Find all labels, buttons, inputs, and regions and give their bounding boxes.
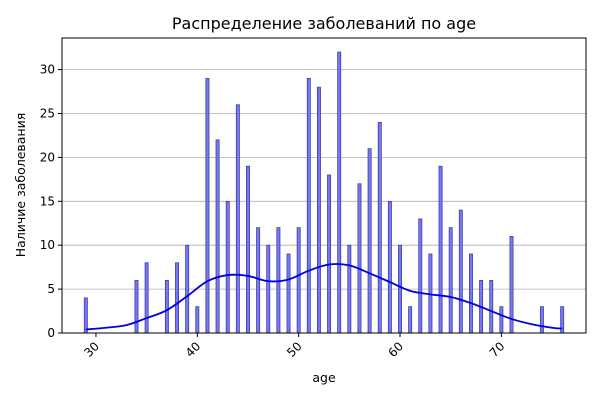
chart-title: Распределение заболеваний по age bbox=[172, 14, 476, 33]
bar bbox=[256, 227, 261, 334]
x-tick-label: 50 bbox=[284, 339, 305, 360]
bar bbox=[347, 244, 352, 334]
bar bbox=[195, 306, 200, 334]
bar bbox=[337, 51, 342, 334]
bar bbox=[164, 279, 169, 334]
bar bbox=[489, 279, 494, 334]
y-tick-label: 5 bbox=[47, 282, 55, 296]
bar bbox=[327, 174, 332, 334]
bar bbox=[144, 262, 149, 334]
bar bbox=[306, 78, 311, 334]
bar bbox=[246, 165, 250, 334]
bar bbox=[215, 139, 220, 334]
bar bbox=[398, 244, 402, 334]
y-tick-label: 30 bbox=[40, 63, 55, 77]
axis-ticks: 0 5 10 15 20 25 30 30 40 50 60 70 bbox=[40, 63, 508, 360]
bar bbox=[357, 183, 362, 334]
x-tick-label: 30 bbox=[81, 339, 102, 360]
bar bbox=[387, 200, 392, 334]
kde-curve bbox=[85, 263, 563, 331]
bar bbox=[185, 244, 190, 334]
bar bbox=[367, 148, 372, 334]
bar bbox=[418, 218, 423, 334]
bar bbox=[134, 279, 139, 334]
bar bbox=[408, 306, 413, 334]
y-axis-label: Наличие заболевания bbox=[13, 113, 28, 258]
y-tick-label: 25 bbox=[40, 107, 55, 121]
bar bbox=[316, 86, 321, 334]
y-tick-label: 15 bbox=[40, 194, 55, 208]
y-tick-label: 0 bbox=[47, 326, 55, 340]
x-axis-label: age bbox=[312, 370, 336, 385]
bar bbox=[225, 200, 230, 334]
bar bbox=[539, 306, 544, 334]
bar bbox=[469, 253, 473, 334]
bar bbox=[175, 262, 179, 334]
x-tick-label: 60 bbox=[385, 339, 406, 360]
bar bbox=[83, 297, 88, 334]
x-tick-label: 70 bbox=[487, 339, 508, 360]
bar bbox=[448, 227, 453, 334]
bar bbox=[377, 121, 382, 334]
bar bbox=[286, 253, 291, 334]
x-tick-label: 40 bbox=[183, 339, 204, 360]
y-tick-label: 20 bbox=[40, 150, 55, 164]
plot-frame bbox=[61, 37, 587, 334]
bar bbox=[438, 165, 443, 334]
kde-curve-group bbox=[85, 263, 563, 331]
grid-lines bbox=[62, 69, 586, 334]
bar bbox=[458, 209, 463, 334]
bar bbox=[235, 104, 240, 334]
bar bbox=[205, 78, 210, 334]
y-tick-label: 10 bbox=[40, 238, 55, 252]
bar bbox=[296, 227, 301, 334]
bar bbox=[266, 244, 271, 334]
bar bbox=[499, 306, 504, 334]
bars bbox=[83, 51, 565, 334]
